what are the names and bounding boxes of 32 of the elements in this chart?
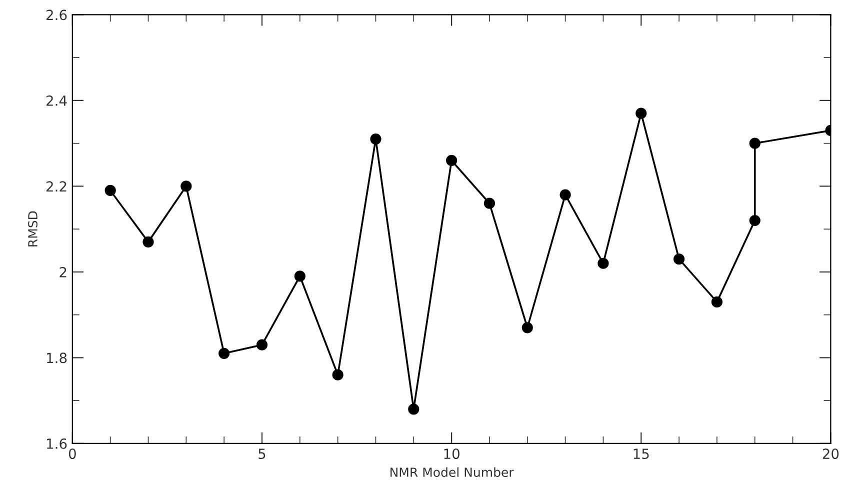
y-axis-title: RMSD	[28, 211, 38, 246]
y-tick-label: 2	[60, 266, 66, 278]
point	[370, 133, 382, 145]
x-tick-label: 5	[258, 448, 266, 460]
point	[598, 258, 609, 269]
point	[560, 189, 571, 200]
point	[749, 214, 760, 226]
point	[446, 154, 458, 166]
y-tick-label: 1.8	[46, 352, 67, 364]
point	[673, 254, 685, 265]
x-axis-title: NMR Model Number	[390, 467, 514, 477]
point	[749, 138, 760, 149]
x-tick-label: 20	[822, 448, 839, 460]
point	[104, 184, 116, 196]
point	[711, 296, 723, 308]
point	[180, 180, 192, 192]
point	[256, 339, 268, 350]
x-tick-label: 10	[444, 448, 460, 460]
point	[636, 108, 647, 119]
point	[218, 348, 230, 359]
point	[408, 404, 420, 415]
y-tick-label: 2.6	[46, 10, 67, 20]
point	[294, 270, 306, 282]
point	[332, 369, 344, 380]
point	[142, 236, 154, 248]
y-tick-label: 1.6	[46, 438, 67, 449]
point	[522, 322, 533, 334]
point	[484, 198, 496, 209]
y-tick-label: 2.2	[46, 181, 66, 192]
y-tick-label: 2.4	[46, 95, 67, 106]
x-tick-label: 15	[634, 448, 649, 460]
x-tick-label: 0	[68, 448, 76, 460]
